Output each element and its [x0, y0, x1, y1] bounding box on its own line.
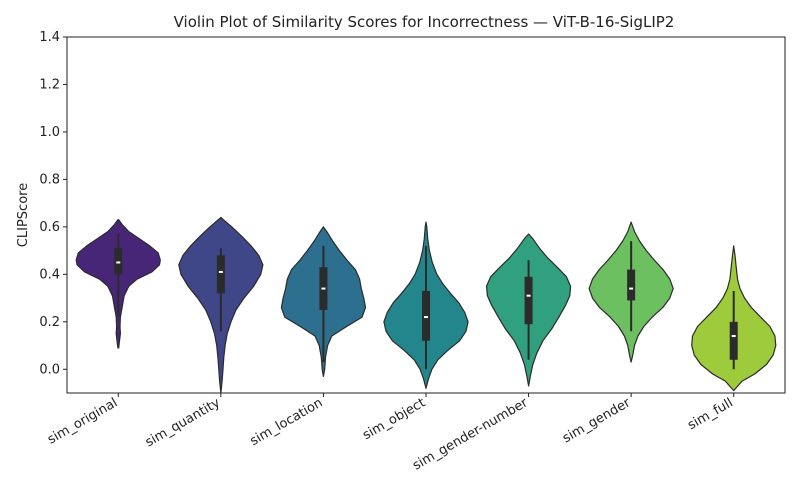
y-tick-label: 1.4	[39, 30, 60, 45]
x-tick-label-sim_original: sim_original	[45, 395, 120, 447]
iqr-box-sim_gender	[627, 269, 636, 301]
iqr-box-sim_full	[729, 321, 738, 360]
y-axis-label: CLIPScore	[16, 183, 31, 247]
y-tick-label: 1.2	[39, 77, 60, 92]
x-tick-label-sim_gender: sim_gender	[560, 395, 634, 446]
chart-title: Violin Plot of Similarity Scores for Inc…	[174, 13, 675, 31]
y-tick-label: 0.4	[39, 267, 60, 282]
iqr-box-sim_quantity	[216, 255, 225, 294]
plot-area: 0.0 0.2 0.4 0.6 0.8 1.0 1.2 1.4 sim_original sim_…	[39, 30, 786, 474]
iqr-box-sim_object	[422, 290, 430, 341]
iqr-box-sim_gender-number	[524, 276, 533, 325]
x-tick-label-sim_location: sim_location	[248, 395, 326, 449]
y-tick-label: 0.0	[39, 362, 60, 377]
y-tick-label: 1.0	[39, 125, 60, 140]
x-tick-label-sim_quantity: sim_quantity	[143, 395, 223, 450]
x-tick-label-sim_gender-number: sim_gender-number	[410, 395, 531, 473]
y-tick-label: 0.8	[39, 172, 60, 187]
x-tick-label-sim_full: sim_full	[685, 395, 735, 433]
x-tick-label-sim_object: sim_object	[360, 395, 428, 443]
y-tick-label: 0.2	[39, 315, 60, 330]
iqr-box-sim_original	[114, 248, 123, 275]
y-tick-label: 0.6	[39, 220, 60, 235]
